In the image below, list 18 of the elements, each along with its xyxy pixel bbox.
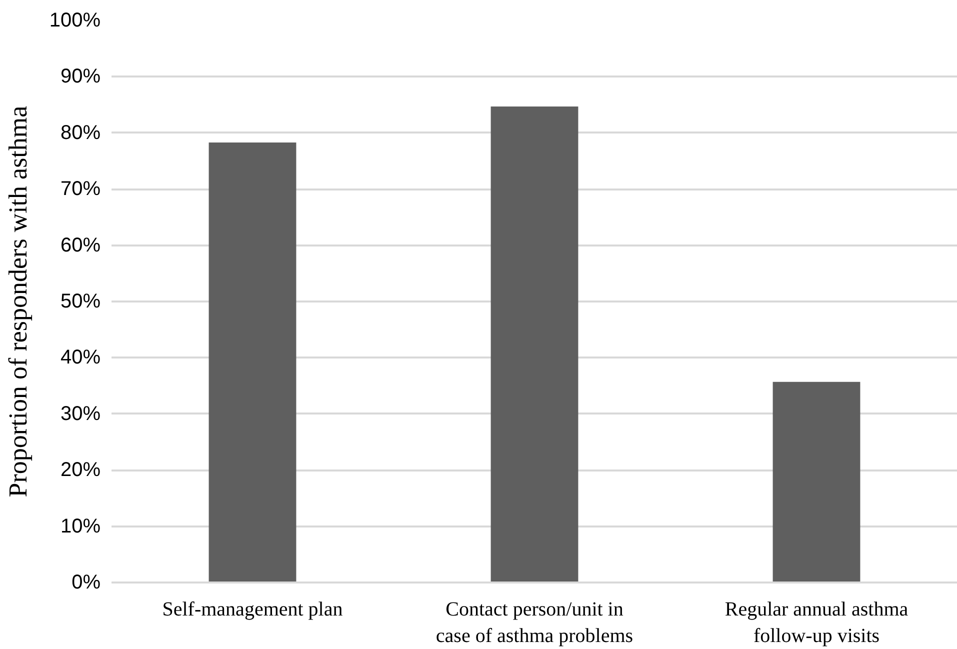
y-tick-label: 80%: [60, 122, 101, 144]
x-tick-label: Regular annual asthma follow-up visits: [724, 598, 908, 647]
y-tick-label: 20%: [60, 459, 101, 482]
y-tick-label: 100%: [49, 10, 101, 32]
bar: [208, 142, 296, 582]
x-tick-label: Contact person/unit in case of asthma problems: [436, 598, 634, 647]
y-tick-label: 50%: [60, 290, 101, 312]
bar: [490, 106, 578, 582]
y-tick-label: 90%: [60, 66, 101, 88]
y-tick-label: 30%: [60, 402, 101, 425]
y-tick-label: 40%: [60, 346, 101, 369]
y-tick-label: 60%: [60, 234, 101, 256]
x-tick-label: Self-management plan: [162, 598, 343, 620]
y-tick-label: 70%: [60, 178, 101, 200]
y-tick-label: 10%: [60, 515, 101, 538]
y-axis-title: Proportion of responders with asthma: [3, 105, 32, 498]
y-tick-label: 0%: [72, 572, 101, 594]
bar: [772, 382, 860, 582]
